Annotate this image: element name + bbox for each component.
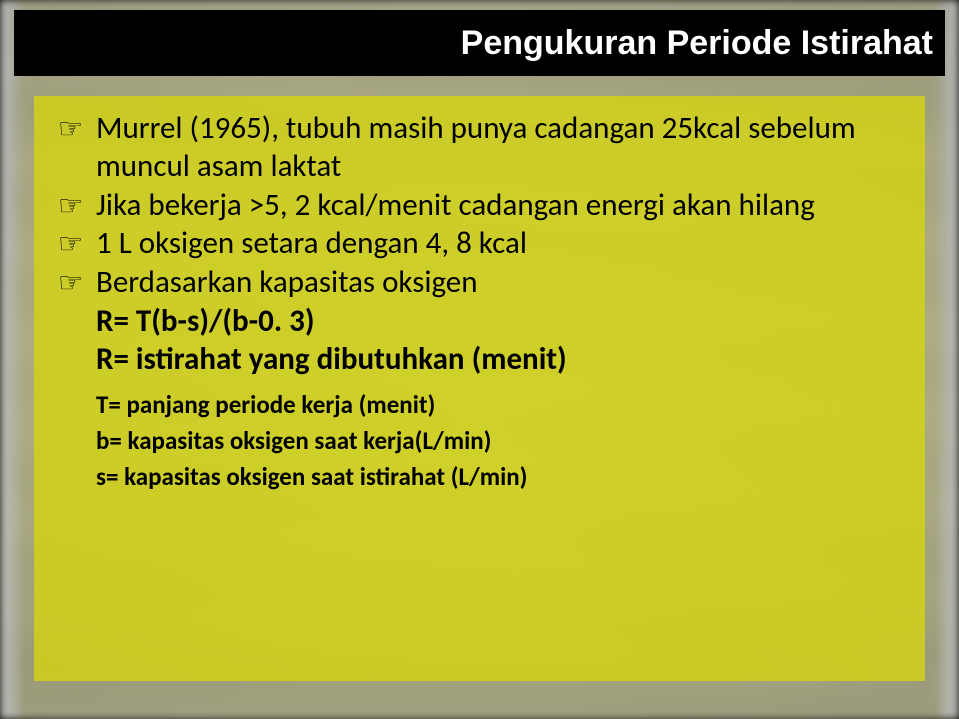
- bullet-text: Murrel (1965), tubuh masih punya cadanga…: [96, 109, 856, 185]
- formula-line: R= istirahat yang dibutuhkan (menit): [96, 341, 903, 379]
- definitions: T= panjang periode kerja (menit) b= kapa…: [56, 387, 903, 496]
- hand-icon: ☞: [58, 112, 83, 146]
- slide: Pengukuran Periode Istirahat ☞ Murrel (1…: [14, 10, 945, 705]
- bullet-text: Jika bekerja >5, 2 kcal/menit cadangan e…: [96, 186, 815, 224]
- slide-title: Pengukuran Periode Istirahat: [461, 24, 933, 63]
- hand-icon: ☞: [58, 189, 83, 223]
- bullet-item: ☞ Murrel (1965), tubuh masih punya cadan…: [56, 110, 903, 186]
- bullet-item: ☞ Jika bekerja >5, 2 kcal/menit cadangan…: [56, 187, 903, 225]
- formula-line: R= T(b-s)/(b-0. 3): [96, 303, 903, 341]
- bullet-item: ☞ Berdasarkan kapasitas oksigen: [56, 264, 903, 302]
- title-bar: Pengukuran Periode Istirahat: [14, 10, 945, 76]
- hand-icon: ☞: [58, 227, 83, 261]
- definition-line: s= kapasitas oksigen saat istirahat (L/m…: [96, 459, 903, 495]
- hand-icon: ☞: [58, 266, 83, 300]
- bullet-text: 1 L oksigen setara dengan 4, 8 kcal: [96, 224, 527, 262]
- bullet-list: ☞ Murrel (1965), tubuh masih punya cadan…: [56, 110, 903, 302]
- definition-line: T= panjang periode kerja (menit): [96, 387, 903, 423]
- bullet-text: Berdasarkan kapasitas oksigen: [96, 263, 478, 301]
- definition-line: b= kapasitas oksigen saat kerja(L/min): [96, 423, 903, 459]
- bullet-item: ☞ 1 L oksigen setara dengan 4, 8 kcal: [56, 225, 903, 263]
- content-box: ☞ Murrel (1965), tubuh masih punya cadan…: [34, 96, 925, 681]
- formula-block: R= T(b-s)/(b-0. 3) R= istirahat yang dib…: [56, 303, 903, 379]
